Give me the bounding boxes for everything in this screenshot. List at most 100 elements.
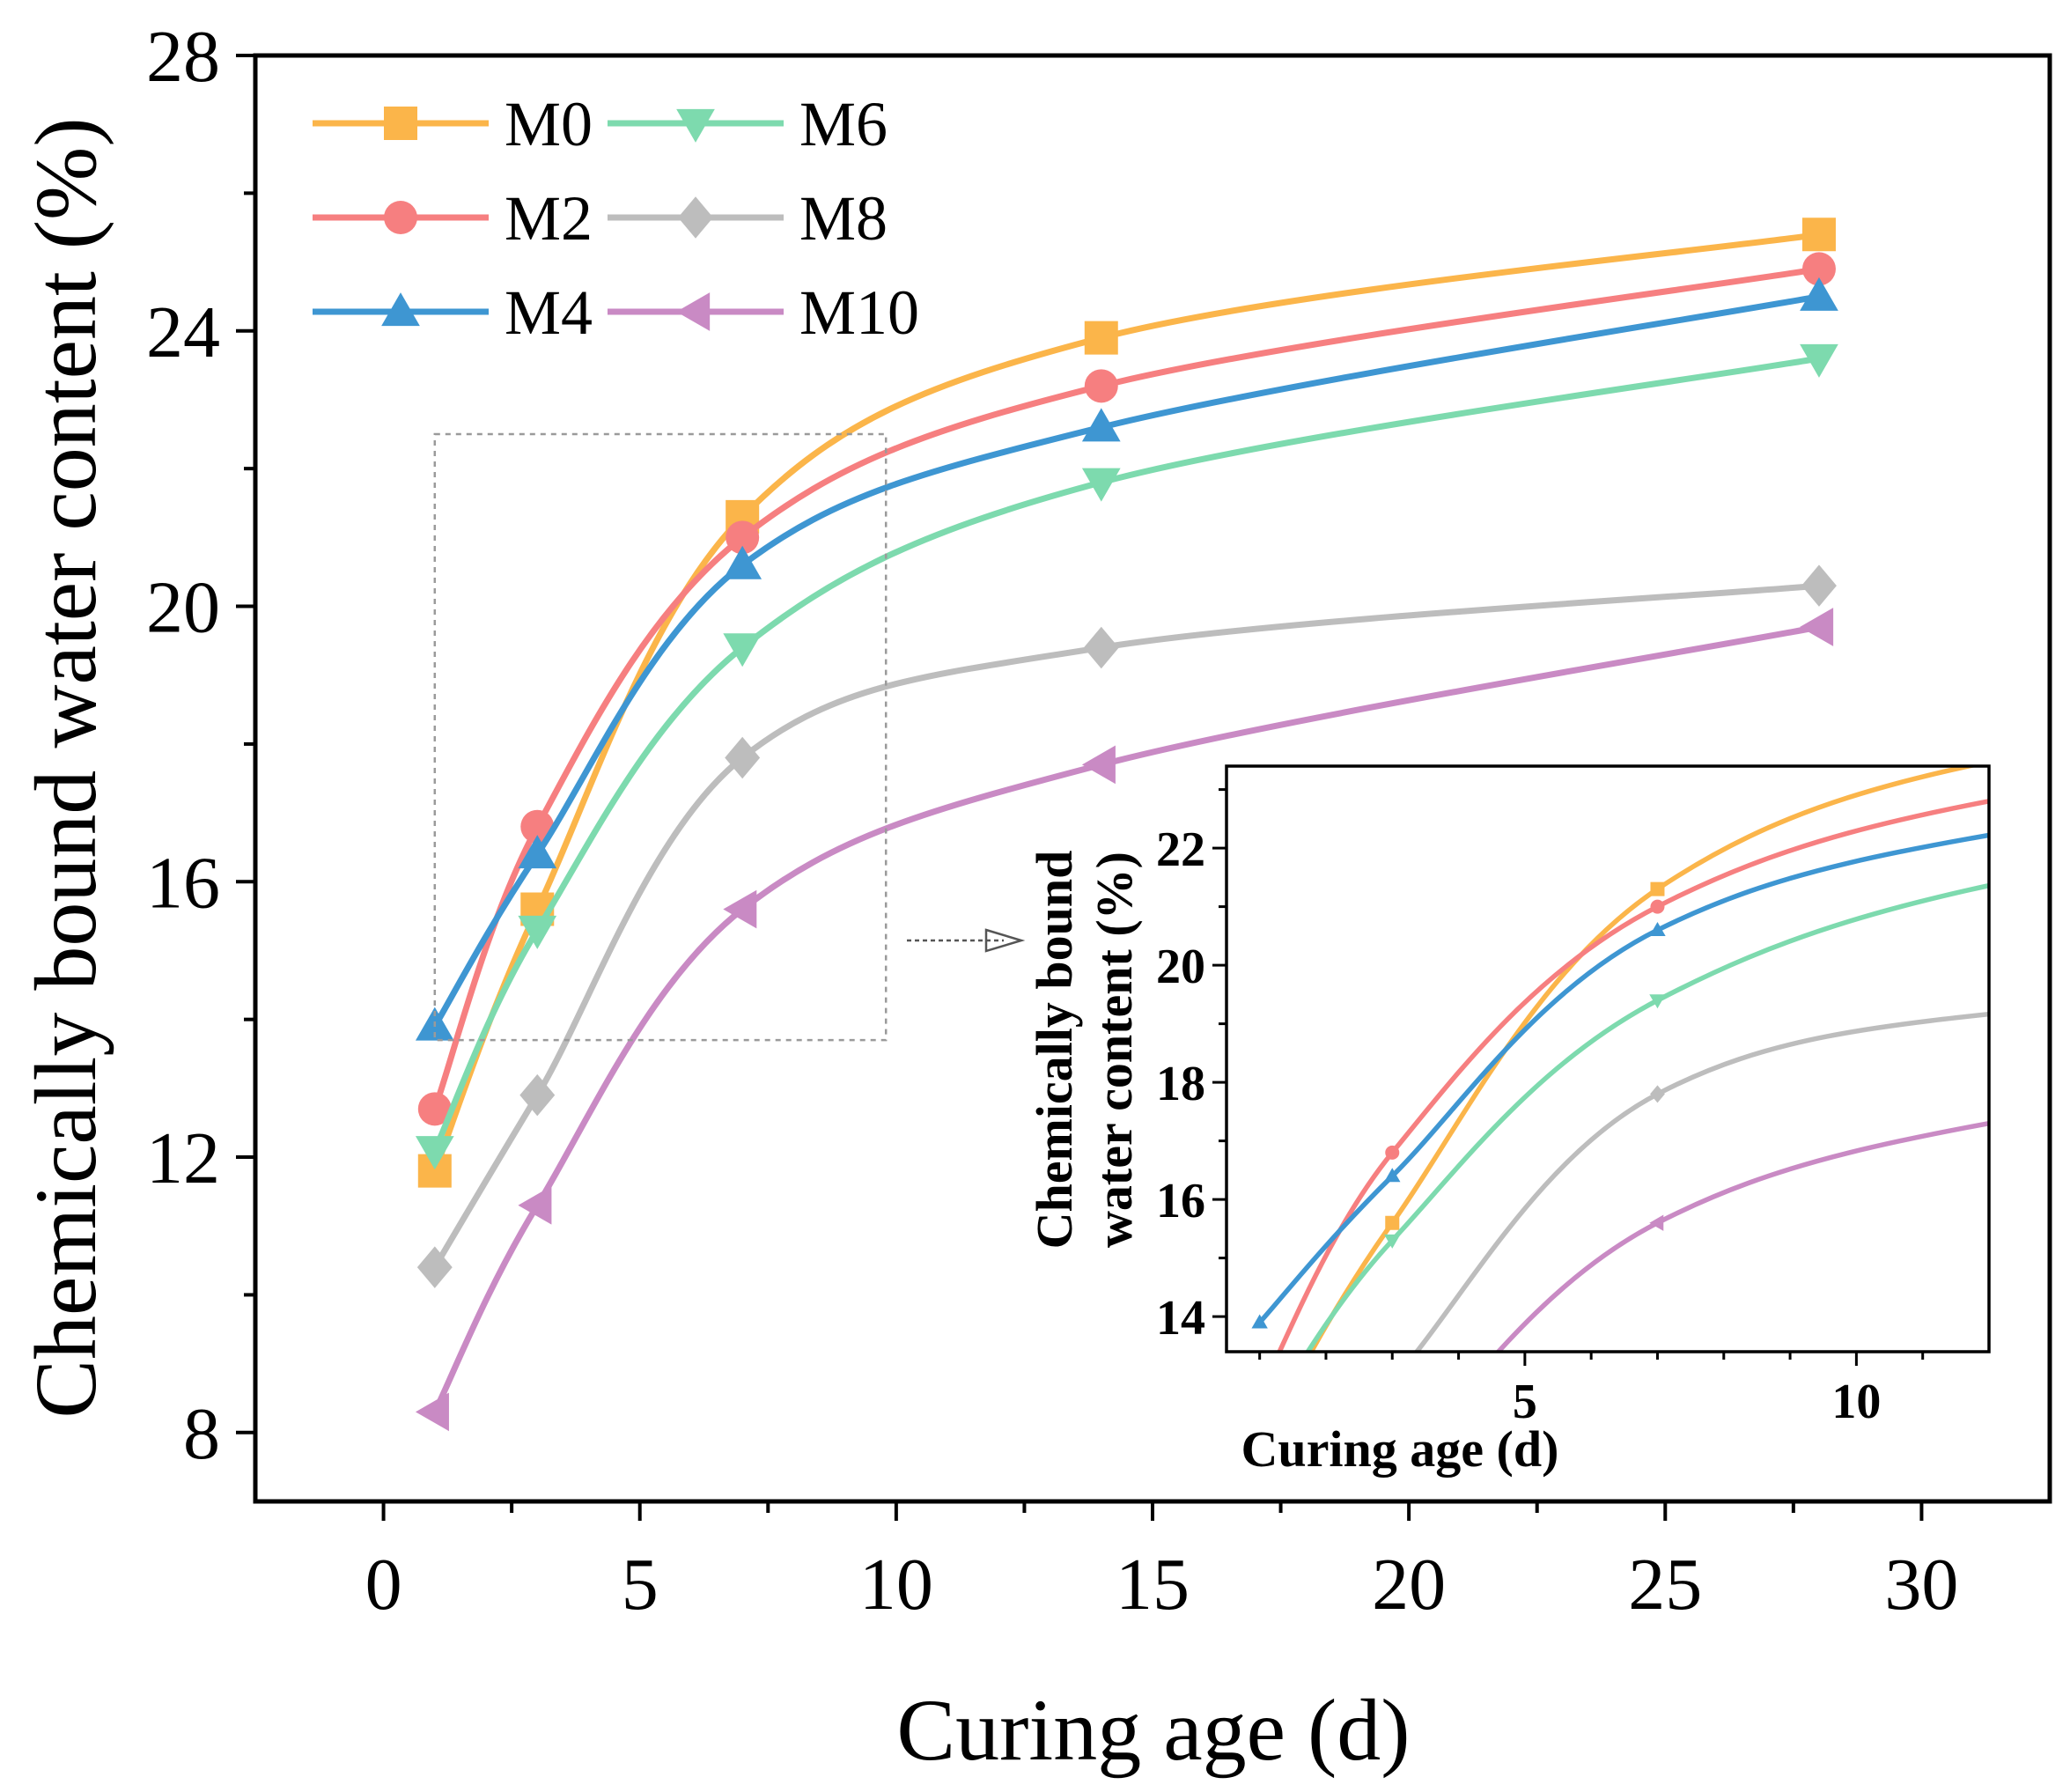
- inset-x-tick-label-10: 10: [1831, 1375, 1881, 1429]
- data-point-m8-1: [416, 1246, 453, 1288]
- data-point-m8-28: [1801, 564, 1837, 607]
- inset-x-axis-title: Curing age (d): [1241, 1420, 1559, 1478]
- data-point-m10-1: [415, 1392, 449, 1432]
- legend-marker: [678, 196, 713, 239]
- y-tick-label-20: 20: [146, 567, 220, 649]
- inset-data-point-m4-3: [1384, 1168, 1401, 1183]
- series-line-m6: [431, 355, 1820, 1152]
- legend-label: M6: [799, 89, 888, 159]
- inset-data-point-m6-3: [1384, 1234, 1401, 1249]
- data-point-m4-14: [1081, 408, 1121, 442]
- x-tick-label-5: 5: [622, 1544, 659, 1626]
- x-tick-label-20: 20: [1372, 1544, 1446, 1626]
- data-point-m8-14: [1083, 626, 1119, 669]
- x-axis-title: Curing age (d): [896, 1681, 1410, 1779]
- legend-marker: [381, 292, 420, 327]
- legend: M0 M2 M4 M6 M8 M10: [313, 89, 919, 348]
- inset-background: [1227, 766, 1989, 1352]
- inset-series-line-m6: [1305, 882, 1989, 1352]
- inset-y-tick-label-14: 14: [1156, 1291, 1205, 1346]
- y-tick-label-16: 16: [146, 842, 220, 924]
- inset-series-line-m10: [1495, 1120, 1989, 1352]
- legend-marker: [384, 107, 417, 140]
- legend-item-m2: M2: [313, 183, 593, 254]
- data-point-m10-28: [1800, 608, 1834, 646]
- inset-data-point-m10-7: [1649, 1214, 1664, 1231]
- legend-label: M4: [505, 277, 593, 348]
- inset-data-point-m4-1: [1251, 1314, 1268, 1329]
- legend-marker: [676, 292, 711, 331]
- data-point-m6-1: [415, 1136, 454, 1170]
- data-point-m10-3: [518, 1185, 552, 1225]
- data-point-m6-7: [723, 633, 762, 667]
- legend-label: M2: [505, 183, 593, 254]
- y-axis-title: Chemically bound water content (%): [17, 117, 114, 1418]
- legend-item-m8: M8: [608, 183, 888, 254]
- data-point-m4-3: [518, 835, 557, 869]
- data-point-m6-28: [1800, 343, 1838, 378]
- data-point-m4-28: [1800, 277, 1838, 311]
- inset-y-tick-label-20: 20: [1156, 940, 1205, 994]
- data-point-m4-7: [723, 545, 762, 579]
- data-point-m0-28: [1801, 218, 1836, 252]
- data-point-m6-3: [518, 915, 557, 949]
- inset-series-line-m8: [1413, 1011, 1989, 1352]
- inset-data-point-m0-7: [1650, 881, 1665, 896]
- legend-item-m4: M4: [313, 277, 593, 348]
- data-point-m10-7: [723, 889, 757, 929]
- inset-data-point-m8-7: [1650, 1085, 1665, 1103]
- inset-series-line-m0: [1308, 766, 1980, 1352]
- inset-data-point-m8-3: [1385, 1372, 1400, 1390]
- inset-x-tick-label-5: 5: [1513, 1375, 1537, 1429]
- inset-series-line-m2: [1277, 798, 1989, 1352]
- inset-data-point-m8-1: [1252, 1519, 1267, 1537]
- x-tick-label-15: 15: [1116, 1544, 1190, 1626]
- data-point-m8-7: [725, 736, 761, 779]
- series-line-m8: [431, 582, 1820, 1269]
- data-point-m0-14: [1084, 321, 1118, 355]
- legend-item-m10: M10: [608, 277, 919, 348]
- y-tick-label-8: 8: [183, 1393, 220, 1475]
- data-point-m6-14: [1081, 468, 1121, 502]
- series-line-m4: [431, 293, 1820, 1029]
- inset-data-point-m2-1: [1253, 1386, 1267, 1400]
- data-point-m2-1: [417, 1092, 452, 1126]
- x-tick-label-25: 25: [1628, 1544, 1702, 1626]
- inset-y-tick-label-18: 18: [1156, 1057, 1205, 1111]
- data-point-m2-14: [1084, 369, 1118, 403]
- inset-y-axis-title-line1: Chemically bound: [1026, 851, 1083, 1250]
- legend-label: M10: [799, 277, 919, 348]
- inset-data-point-m2-3: [1385, 1145, 1400, 1160]
- y-tick-label-28: 28: [146, 16, 220, 98]
- inset-series-group: [1251, 766, 1989, 1658]
- x-tick-label-30: 30: [1884, 1544, 1958, 1626]
- inset-data-point-m2-7: [1650, 899, 1665, 914]
- data-point-m2-3: [520, 809, 555, 844]
- inset-y-axis-title-line2: water content (%): [1086, 852, 1143, 1248]
- zoom-arrow-head: [984, 928, 1026, 953]
- legend-marker: [384, 201, 417, 234]
- legend-marker: [676, 108, 715, 143]
- series-line-m10: [431, 623, 1820, 1413]
- series-line-m2: [431, 265, 1820, 1110]
- data-point-m2-28: [1801, 252, 1836, 286]
- y-tick-label-24: 24: [146, 291, 220, 373]
- legend-label: M0: [505, 89, 593, 159]
- y-tick-label-12: 12: [146, 1117, 220, 1199]
- inset-y-tick-label-22: 22: [1156, 822, 1205, 877]
- inset-frame: [1225, 764, 1991, 1353]
- data-point-m0-1: [417, 1154, 452, 1188]
- x-tick-label-0: 0: [365, 1544, 402, 1626]
- data-point-m8-3: [519, 1073, 556, 1117]
- series-group: [415, 218, 1838, 1432]
- main-plot: 0 5 10 15 20 25 30 8 12 16 20 24 28: [146, 16, 2052, 1626]
- inset-data-point-m4-7: [1649, 922, 1666, 936]
- inset-plot: 5 10 14 16 18 20 22 Curing age (d) Chemically bo…: [1026, 764, 1991, 1658]
- inset-data-point-m0-3: [1385, 1215, 1400, 1230]
- inset-data-point-m6-7: [1649, 994, 1666, 1009]
- inset-data-point-m10-1: [1251, 1642, 1265, 1658]
- data-point-m2-7: [726, 520, 760, 555]
- series-line-m0: [431, 231, 1820, 1172]
- legend-item-m6: M6: [608, 89, 888, 159]
